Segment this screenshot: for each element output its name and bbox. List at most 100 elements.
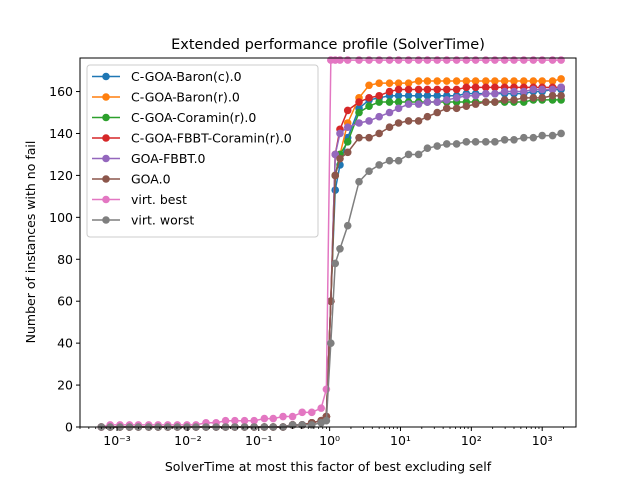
data-point xyxy=(394,104,403,113)
data-point xyxy=(404,56,413,64)
data-point xyxy=(452,94,461,102)
data-point xyxy=(343,221,352,230)
data-point xyxy=(385,156,394,165)
data-point xyxy=(482,89,490,98)
data-point xyxy=(471,138,480,146)
y-tick-label: 160 xyxy=(49,84,73,99)
legend-label: C-GOA-Coramin(r).0 xyxy=(131,110,256,125)
plot-frame xyxy=(79,57,577,428)
data-point xyxy=(343,123,352,131)
data-point xyxy=(355,108,363,117)
data-point xyxy=(520,56,528,64)
data-point xyxy=(365,167,373,176)
data-point xyxy=(221,416,230,425)
legend: C-GOA-Baron(c).0 C-GOA-Baron(r).0 C-GOA-Co… xyxy=(86,64,319,238)
data-point xyxy=(269,414,278,423)
data-point xyxy=(462,83,471,92)
data-point xyxy=(548,77,557,85)
data-point xyxy=(336,129,344,138)
y-tick-label: 100 xyxy=(49,210,73,225)
legend-item: C-GOA-Baron(r).0 xyxy=(92,90,240,105)
data-point xyxy=(471,83,480,92)
data-point xyxy=(510,77,518,85)
data-point xyxy=(491,83,499,92)
data-point xyxy=(520,77,528,85)
y-tick-label: 20 xyxy=(57,378,73,393)
x-tick-label: 10⁻³ xyxy=(103,433,131,448)
data-point xyxy=(423,98,432,106)
data-point xyxy=(343,138,352,146)
data-point xyxy=(240,416,249,425)
data-point xyxy=(491,89,499,98)
data-point xyxy=(365,56,373,64)
data-point xyxy=(375,91,383,100)
data-point xyxy=(375,79,383,87)
data-point xyxy=(423,56,432,64)
data-point xyxy=(404,100,413,108)
chart-title: Extended performance profile (SolverTime… xyxy=(171,37,485,53)
data-point xyxy=(231,416,239,425)
data-point xyxy=(355,177,363,186)
data-point xyxy=(394,98,403,106)
data-point xyxy=(462,56,471,64)
data-point xyxy=(298,408,306,417)
legend-marker xyxy=(102,216,110,224)
data-point xyxy=(500,87,509,96)
data-point xyxy=(385,108,394,117)
y-axis: 0 20 40 60 80 100 120 140 160 xyxy=(49,84,80,435)
data-point xyxy=(375,129,383,138)
data-point xyxy=(355,98,363,106)
data-point xyxy=(510,87,518,96)
data-point xyxy=(482,83,490,92)
data-point xyxy=(327,339,335,347)
y-tick-label: 80 xyxy=(57,252,73,267)
data-point xyxy=(317,404,325,412)
data-point xyxy=(343,56,352,64)
legend-label: C-GOA-FBBT-Coramin(r).0 xyxy=(131,131,292,146)
legend-label: C-GOA-Baron(c).0 xyxy=(131,69,242,84)
data-point xyxy=(442,140,451,148)
data-point xyxy=(452,104,461,113)
data-point xyxy=(375,161,383,169)
data-point xyxy=(538,56,546,64)
y-tick-label: 140 xyxy=(49,126,73,141)
data-point xyxy=(557,75,565,83)
legend-label: GOA-FBBT.0 xyxy=(131,151,206,166)
data-point xyxy=(414,85,423,94)
data-point xyxy=(557,56,565,64)
data-point xyxy=(548,56,557,64)
data-point xyxy=(336,244,344,253)
legend-item: virt. worst xyxy=(92,213,194,228)
data-point xyxy=(394,119,403,127)
data-point xyxy=(482,98,490,106)
data-point xyxy=(462,102,471,111)
legend-marker xyxy=(102,175,110,183)
data-point xyxy=(394,156,403,165)
data-point xyxy=(491,77,499,85)
data-point xyxy=(529,94,538,102)
data-point xyxy=(442,56,451,64)
data-point xyxy=(482,77,490,85)
legend-label: virt. best xyxy=(131,192,187,207)
data-point xyxy=(260,414,269,423)
data-point xyxy=(375,56,383,64)
data-point xyxy=(343,106,352,115)
data-point xyxy=(471,100,480,108)
data-point xyxy=(520,87,528,96)
data-point xyxy=(385,79,394,87)
data-point xyxy=(500,96,509,104)
data-point xyxy=(548,91,557,100)
data-point xyxy=(471,77,480,85)
data-point xyxy=(452,77,461,85)
data-point xyxy=(462,91,471,100)
data-point xyxy=(375,112,383,121)
x-tick-label: 10¹ xyxy=(390,433,411,448)
data-point xyxy=(462,77,471,85)
data-point xyxy=(548,85,557,94)
data-point xyxy=(404,117,413,125)
data-point xyxy=(404,91,413,100)
data-point xyxy=(557,129,565,138)
data-point xyxy=(385,98,394,106)
data-point xyxy=(557,91,565,100)
data-point xyxy=(433,108,442,117)
